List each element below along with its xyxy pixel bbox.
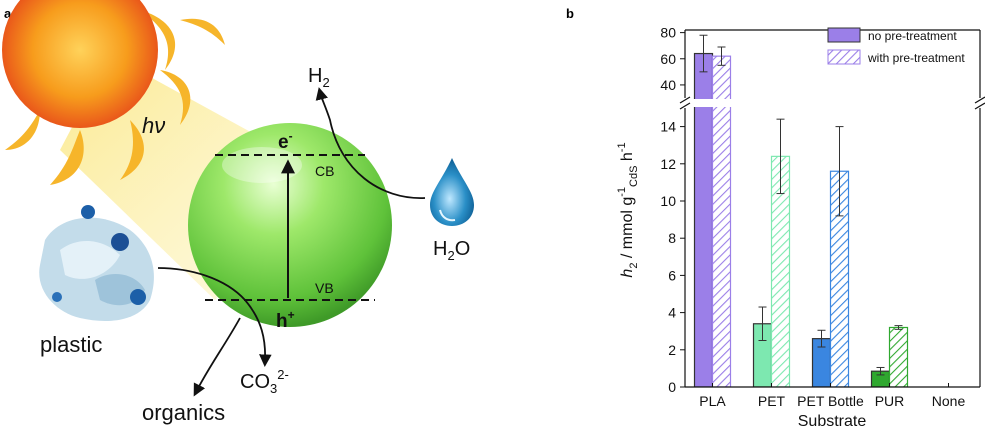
y-axis-label: h2 / mmol g-1CdS h-1 xyxy=(616,142,640,277)
x-axis-label: Substrate xyxy=(798,413,867,430)
water-label: H2O xyxy=(433,238,470,263)
legend-swatch xyxy=(827,27,861,43)
break-mark xyxy=(679,102,691,110)
x-tick-label: PET xyxy=(758,393,786,409)
h2-evolution-arrow xyxy=(315,87,426,199)
y-tick-label: 6 xyxy=(668,267,676,283)
organics-arrow xyxy=(193,317,241,397)
organics-label: organics xyxy=(142,400,225,425)
legend: no pre-treatment with pre-treatment xyxy=(827,27,965,65)
y-tick-label: 8 xyxy=(668,230,676,246)
sun-rays xyxy=(5,10,225,185)
plastic-bottles-icon xyxy=(39,205,154,321)
h2-product-label: H2 xyxy=(308,65,330,90)
y-tick-label: 10 xyxy=(660,193,676,209)
y-tick-label: 60 xyxy=(660,51,676,67)
x-tick-label: PET Bottle xyxy=(797,393,864,409)
panel-a-letter: a xyxy=(4,6,12,21)
light-label: hν xyxy=(142,113,165,138)
plastic-to-hole-arrow xyxy=(157,267,272,368)
x-tick-label: None xyxy=(932,393,966,409)
vb-label: VB xyxy=(315,280,334,296)
y-tick-label: 12 xyxy=(660,156,676,172)
cb-label: CB xyxy=(315,163,334,179)
hole-label: h+ xyxy=(276,308,295,332)
legend-label: with pre-treatment xyxy=(867,51,965,65)
y-tick-label: 4 xyxy=(668,305,676,321)
y-tick-label: 40 xyxy=(660,77,676,93)
x-tick-label: PLA xyxy=(699,393,726,409)
carbonate-label: CO32- xyxy=(240,367,289,396)
bars-layer xyxy=(693,34,909,387)
x-tick-label: PUR xyxy=(875,393,905,409)
break-mark xyxy=(974,102,985,110)
panel-b-letter: b xyxy=(566,6,574,21)
legend-label: no pre-treatment xyxy=(868,29,957,43)
axis-break-gap xyxy=(675,99,984,107)
break-mark xyxy=(679,96,691,104)
h2-evolution-bar-chart: b PLA PET PET Bottle PUR None 0 2 4 6 8 10 12 14 40 60… xyxy=(566,6,985,430)
axes-layer: PLA PET PET Bottle PUR None 0 2 4 6 8 10 12 14 40 60 80 xyxy=(660,25,985,409)
break-mark xyxy=(974,96,985,104)
photoreforming-scheme: a hν CB VB e- h+ H2 H2O plastic xyxy=(2,0,474,425)
photocatalyst-sphere xyxy=(188,123,392,327)
y-tick-label: 14 xyxy=(660,119,676,135)
electron-label: e- xyxy=(278,129,293,153)
water-drop-icon xyxy=(430,158,474,226)
plastic-label: plastic xyxy=(40,332,102,357)
y-tick-label: 0 xyxy=(668,379,676,395)
sun-icon xyxy=(2,0,158,128)
bar-pur-pretreatment xyxy=(888,326,909,387)
legend-swatch xyxy=(827,49,861,65)
y-tick-label: 80 xyxy=(660,25,676,41)
y-tick-label: 2 xyxy=(668,342,676,358)
